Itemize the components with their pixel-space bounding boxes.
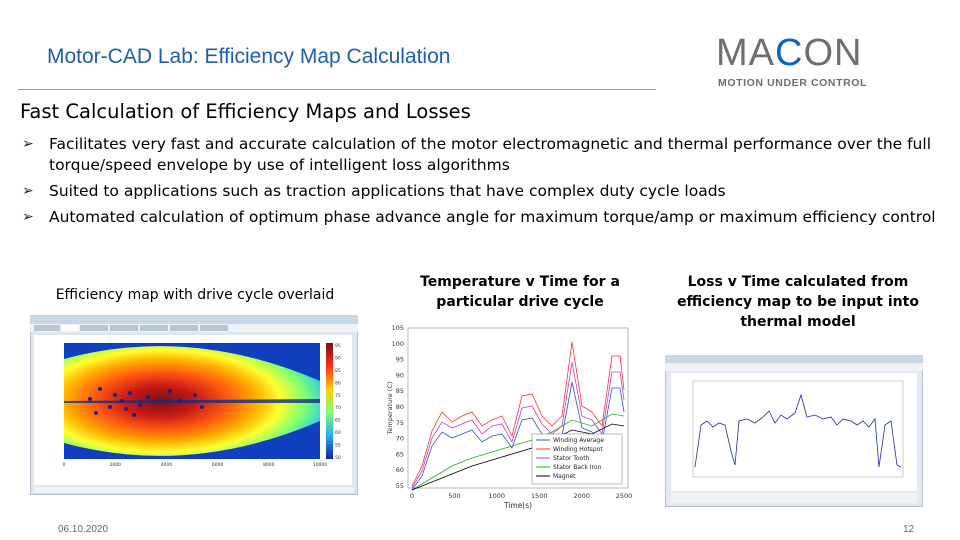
colorbar-tick-label: 65 bbox=[335, 418, 341, 424]
efficiency-x-tick-label: 4000 bbox=[161, 462, 173, 468]
colorbar-tick-label: 60 bbox=[335, 430, 341, 436]
temperature-y-tick-label: 80 bbox=[396, 403, 404, 411]
temperature-x-tick-label: 1500 bbox=[531, 492, 548, 500]
colorbar-tick-label: 80 bbox=[335, 380, 341, 386]
temperature-x-tick-label: 2000 bbox=[573, 492, 590, 500]
efficiency-x-tick-label: 10000 bbox=[313, 462, 327, 468]
temperature-x-label: Time(s) bbox=[503, 501, 532, 510]
slide-title: Motor-CAD Lab: Efficiency Map Calculatio… bbox=[47, 45, 451, 68]
temperature-y-tick-label: 105 bbox=[392, 324, 404, 332]
temperature-y-tick-label: 60 bbox=[396, 466, 404, 474]
legend-entry: Magnet bbox=[553, 473, 576, 480]
bullet-item: ➢ Suited to applications such as traction… bbox=[22, 182, 726, 200]
efficiency-map-screenshot: 95 90 85 80 75 70 65 60 55 50 0 2000 4000 6000 8000 10… bbox=[30, 315, 358, 495]
temperature-y-tick-label: 65 bbox=[396, 450, 404, 458]
temperature-y-tick-label: 70 bbox=[396, 435, 404, 443]
legend-entry: Stator Tooth bbox=[553, 455, 590, 462]
footer-date: 06.10.2020 bbox=[58, 524, 109, 535]
temperature-y-tick-label: 75 bbox=[396, 419, 404, 427]
colorbar-tick-label: 50 bbox=[335, 455, 341, 461]
bullet-list: ➢ Facilitates very fast and accurate calc… bbox=[22, 134, 947, 233]
page-number: 12 bbox=[903, 524, 915, 535]
temperature-y-label: Temperature (C) bbox=[386, 382, 394, 436]
bullet-item: ➢ Facilitates very fast and accurate calc… bbox=[22, 135, 931, 174]
temperature-x-tick-label: 500 bbox=[448, 492, 460, 500]
efficiency-x-tick-label: 8000 bbox=[263, 462, 275, 468]
arrow-bullet-icon: ➢ bbox=[22, 136, 34, 152]
temperature-plot-caption: Temperature v Time for a particular driv… bbox=[420, 274, 620, 310]
efficiency-x-tick-label: 0 bbox=[63, 462, 66, 468]
colorbar-tick-label: 85 bbox=[335, 368, 341, 374]
temperature-y-tick-label: 85 bbox=[396, 387, 404, 395]
colorbar-tick-label: 95 bbox=[335, 343, 341, 349]
loss-plot-caption: Loss v Time calculated from efficiency m… bbox=[677, 274, 919, 330]
legend-entry: Winding Average bbox=[553, 437, 604, 444]
efficiency-x-tick-label: 6000 bbox=[212, 462, 224, 468]
title-divider bbox=[18, 89, 656, 90]
colorbar-tick-label: 90 bbox=[335, 355, 341, 361]
colorbar-tick-label: 70 bbox=[335, 405, 341, 411]
section-heading: Fast Calculation of Efficiency Maps and … bbox=[20, 100, 471, 123]
arrow-bullet-icon: ➢ bbox=[22, 209, 34, 225]
legend-entry: Stator Back Iron bbox=[553, 464, 601, 471]
arrow-bullet-icon: ➢ bbox=[22, 183, 34, 199]
macon-logo: MACON MOTION UNDER CONTROL bbox=[716, 34, 912, 92]
efficiency-map-caption: Efficiency map with drive cycle overlaid bbox=[55, 287, 335, 303]
colorbar-tick-label: 55 bbox=[335, 443, 341, 449]
legend-entry: Winding Hotspot bbox=[553, 446, 603, 453]
logo-wordmark: MACON bbox=[716, 32, 863, 74]
temperature-plot: 105 100 95 90 85 80 75 70 65 60 55 0 500 1000 1500 200… bbox=[386, 324, 633, 510]
colorbar-tick-label: 75 bbox=[335, 393, 341, 399]
efficiency-x-tick-label: 2000 bbox=[109, 462, 121, 468]
loss-plot-screenshot bbox=[665, 355, 923, 507]
temperature-y-tick-label: 100 bbox=[392, 340, 404, 348]
bullet-item: ➢ Automated calculation of optimum phase … bbox=[22, 208, 936, 226]
temperature-x-tick-label: 2500 bbox=[616, 492, 633, 500]
temperature-x-tick-label: 1000 bbox=[489, 492, 506, 500]
logo-tagline: MOTION UNDER CONTROL bbox=[718, 77, 868, 89]
temperature-y-tick-label: 90 bbox=[396, 371, 404, 379]
temperature-x-tick-label: 0 bbox=[410, 492, 414, 500]
temperature-y-tick-label: 55 bbox=[396, 482, 404, 490]
temperature-y-tick-label: 95 bbox=[396, 356, 404, 364]
